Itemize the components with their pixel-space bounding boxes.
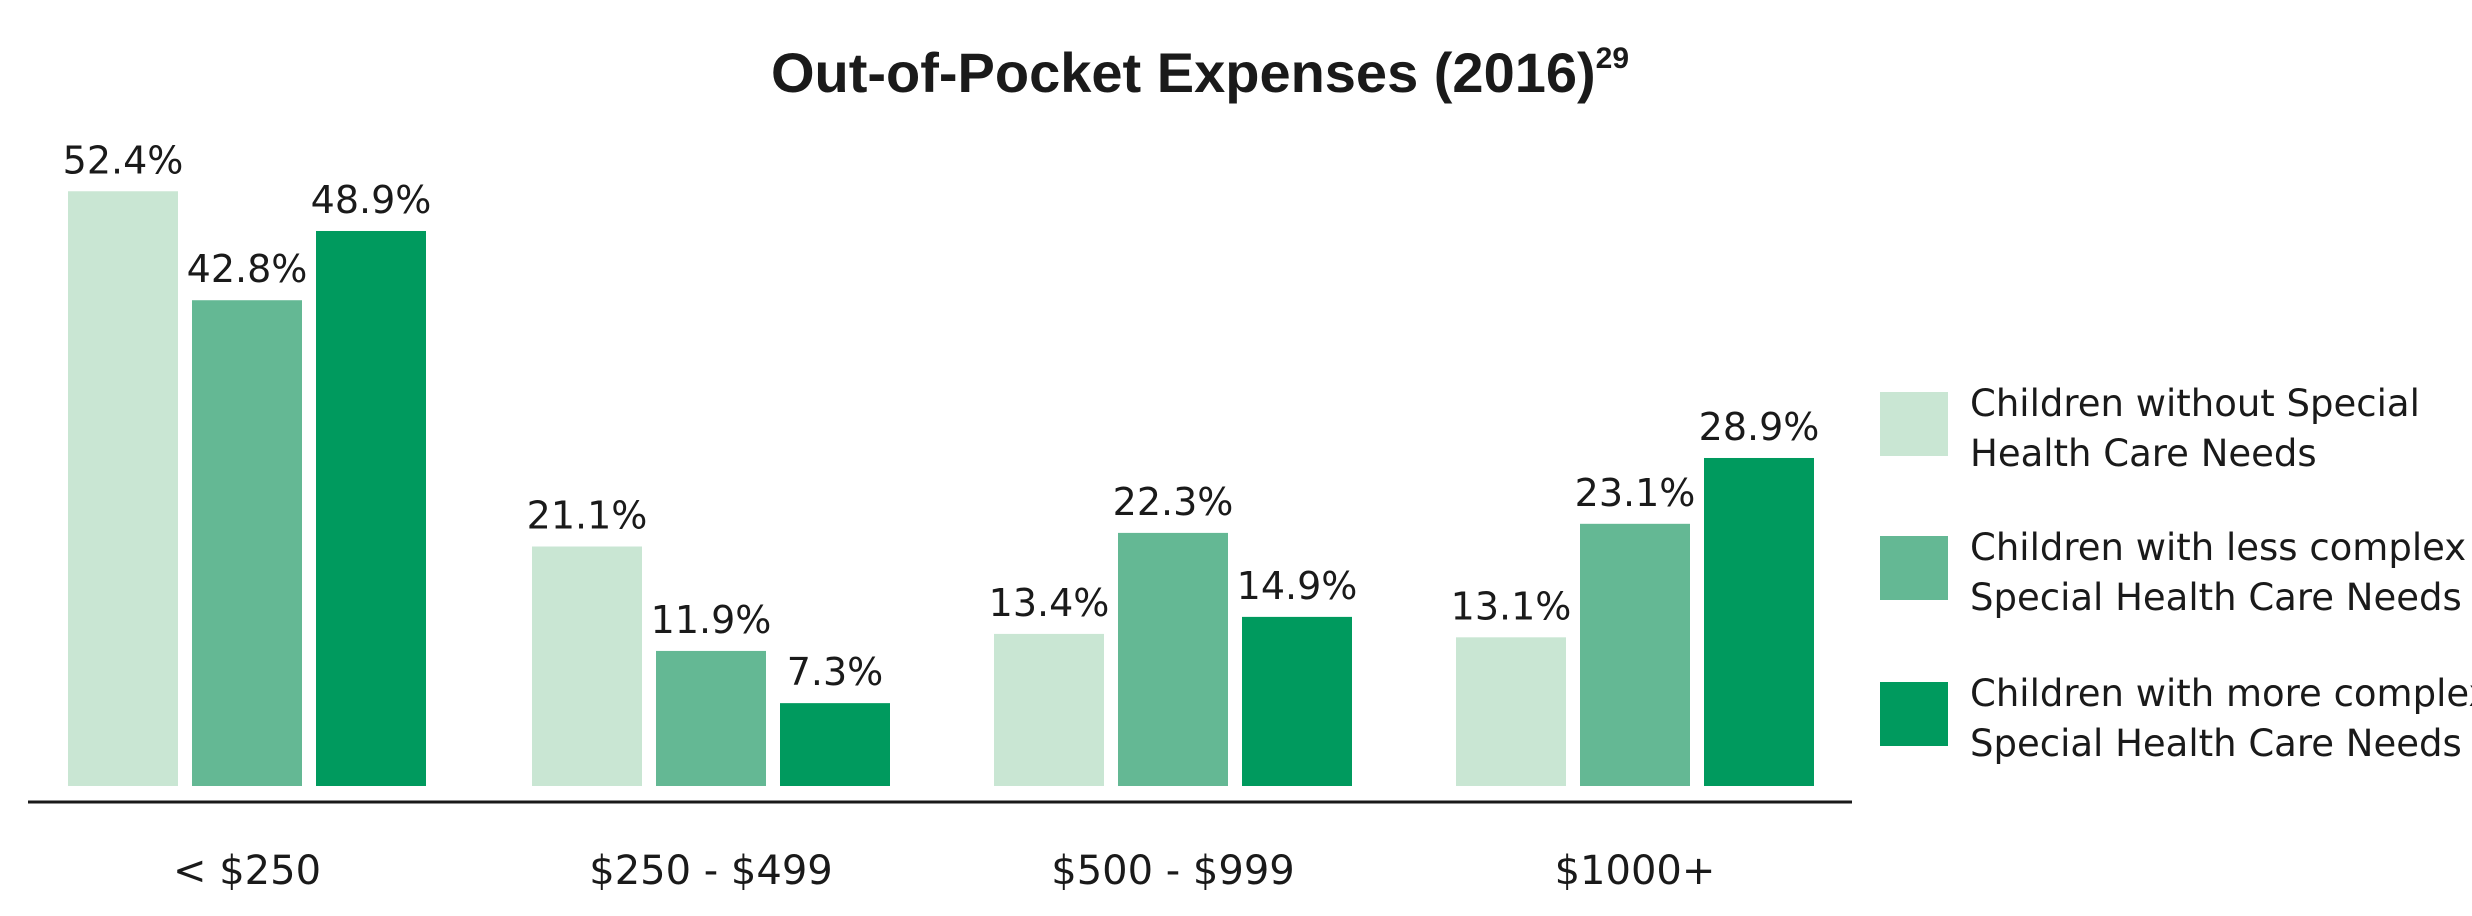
bar-s0-c2 bbox=[994, 633, 1104, 786]
chart-title: Out-of-Pocket Expenses (2016)29 bbox=[771, 41, 1629, 104]
data-labels-group: 52.4%42.8%48.9%21.1%11.9%7.3%13.4%22.3%1… bbox=[63, 138, 1820, 694]
data-label-s1-c1: 11.9% bbox=[651, 598, 772, 642]
legend-label-2-line-0: Children with more complex bbox=[1970, 672, 2472, 715]
bar-s1-c3 bbox=[1580, 523, 1690, 786]
data-label-s2-c2: 14.9% bbox=[1237, 564, 1358, 608]
legend: Children without Special Health Care Need… bbox=[1880, 382, 2472, 765]
data-label-s2-c3: 28.9% bbox=[1699, 405, 1820, 449]
bar-s0-c0 bbox=[68, 191, 178, 786]
category-tick-1: $250 - $499 bbox=[589, 848, 832, 894]
category-tick-0: < $250 bbox=[173, 848, 321, 894]
data-label-s0-c0: 52.4% bbox=[63, 138, 184, 182]
data-label-s0-c1: 21.1% bbox=[527, 494, 648, 538]
bar-s1-c2 bbox=[1118, 532, 1228, 786]
bar-s2-c0 bbox=[316, 230, 426, 787]
legend-label-1-line-0: Children with less complex bbox=[1970, 526, 2466, 569]
bar-s1-c1 bbox=[656, 650, 766, 786]
bar-s0-c1 bbox=[532, 546, 642, 786]
data-label-s2-c0: 48.9% bbox=[311, 178, 432, 222]
legend-swatch-1 bbox=[1880, 536, 1948, 600]
legend-swatch-2 bbox=[1880, 682, 1948, 746]
data-label-s1-c2: 22.3% bbox=[1113, 480, 1234, 524]
data-label-s0-c3: 13.1% bbox=[1451, 584, 1572, 628]
bar-s2-c3 bbox=[1704, 457, 1814, 786]
data-label-s1-c3: 23.1% bbox=[1575, 471, 1696, 515]
category-ticks-group: < $250 $250 - $499 $500 - $999 $1000+ bbox=[173, 848, 1715, 894]
legend-swatch-0 bbox=[1880, 392, 1948, 456]
data-label-s2-c1: 7.3% bbox=[787, 650, 884, 694]
bars-group bbox=[68, 191, 1814, 787]
data-label-s1-c0: 42.8% bbox=[187, 247, 308, 291]
legend-label-1-line-1: Special Health Care Needs bbox=[1970, 576, 2462, 619]
category-tick-2: $500 - $999 bbox=[1051, 848, 1294, 894]
bar-s2-c2 bbox=[1242, 616, 1352, 786]
bar-s2-c1 bbox=[780, 703, 890, 786]
legend-label-0-line-0: Children without Special bbox=[1970, 382, 2420, 425]
bar-s0-c3 bbox=[1456, 637, 1566, 786]
legend-label-0-line-1: Health Care Needs bbox=[1970, 432, 2317, 475]
chart-title-text: Out-of-Pocket Expenses (2016) bbox=[771, 41, 1596, 104]
chart-title-superscript: 29 bbox=[1596, 42, 1629, 75]
data-label-s0-c2: 13.4% bbox=[989, 581, 1110, 625]
legend-label-2-line-1: Special Health Care Needs bbox=[1970, 722, 2462, 765]
bar-s1-c0 bbox=[192, 300, 302, 786]
category-tick-3: $1000+ bbox=[1555, 848, 1716, 894]
